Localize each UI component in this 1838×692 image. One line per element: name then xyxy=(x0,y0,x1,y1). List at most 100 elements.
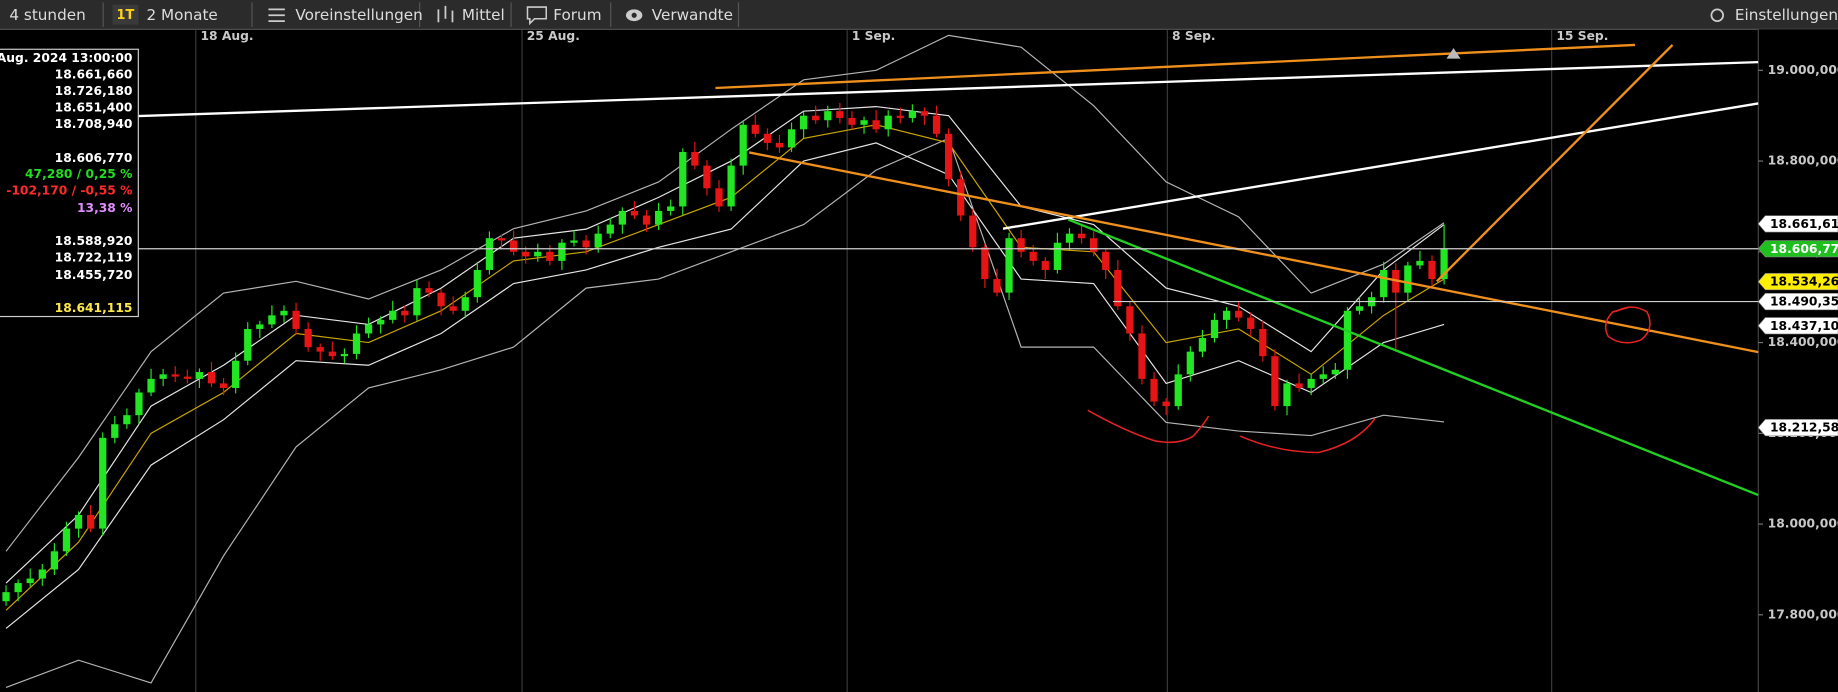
candle-body xyxy=(1343,310,1352,370)
y-tick-label: 18.400,000 xyxy=(1768,335,1838,349)
candle-body xyxy=(703,165,711,189)
candle-body xyxy=(74,515,83,529)
presets-button[interactable]: Voreinstellungen xyxy=(295,6,422,24)
candle-body xyxy=(425,288,433,293)
candle-body xyxy=(715,188,723,207)
price-level-label: 18.437,100 xyxy=(1770,319,1838,333)
candle-body xyxy=(630,210,639,216)
period-badge-label[interactable]: 1T xyxy=(117,8,135,23)
y-tick-label: 17.800,000 xyxy=(1768,607,1838,621)
trendline-layer xyxy=(0,43,1759,497)
price-level-label: 18.212,581 xyxy=(1770,421,1838,435)
candle-body xyxy=(159,374,167,379)
candle-body xyxy=(522,251,530,257)
info-line: 18.708,940 xyxy=(55,117,133,131)
indicator-line xyxy=(5,142,1445,629)
candle-body xyxy=(244,328,252,361)
candle-body xyxy=(848,117,856,125)
candle-body xyxy=(884,115,892,130)
range-button[interactable]: 2 Monate xyxy=(147,6,218,24)
candle-body xyxy=(860,120,868,125)
info-line: 18.651,400 xyxy=(55,100,133,114)
price-level-box xyxy=(1757,293,1838,311)
candle-body xyxy=(364,324,373,334)
price-level-label: 18.606,770 xyxy=(1770,242,1838,256)
candle-body xyxy=(1198,338,1207,352)
trendline xyxy=(0,60,1759,122)
candle-body xyxy=(183,376,191,379)
candle-body xyxy=(775,142,784,148)
candle-body xyxy=(1126,306,1134,334)
candle-body xyxy=(1065,233,1074,243)
timeframe-button[interactable]: 4 stunden xyxy=(9,6,85,24)
candle-body xyxy=(546,251,554,261)
candle-body xyxy=(413,288,421,316)
candle-body xyxy=(473,269,481,298)
candle-body xyxy=(1307,378,1315,388)
candle-body xyxy=(26,578,34,584)
candle-body xyxy=(292,310,300,329)
candle-body xyxy=(389,310,397,320)
candle-body xyxy=(896,115,904,118)
candle-body xyxy=(945,133,953,180)
candle-body xyxy=(207,372,216,384)
candle-body xyxy=(111,424,119,438)
candle-body xyxy=(1077,233,1086,239)
candle-body xyxy=(123,415,131,425)
candle-body xyxy=(1041,260,1049,270)
candle-body xyxy=(1428,260,1436,280)
y-tick-label: 19.000,000 xyxy=(1768,63,1838,77)
axis-layer: 17.800,00018.000,00018.200,00018.400,000… xyxy=(1757,63,1838,621)
presets-icon xyxy=(268,8,285,23)
related-button[interactable]: Verwandte xyxy=(652,6,733,24)
candle-body xyxy=(280,310,288,316)
trendline xyxy=(1067,218,1759,497)
period-badge[interactable] xyxy=(112,4,139,25)
candle-body xyxy=(594,233,602,248)
info-line: 18.606,770 xyxy=(55,151,133,165)
candle-body xyxy=(618,210,626,225)
info-line: 18.641,115 xyxy=(55,301,133,315)
candle-body xyxy=(268,315,276,325)
candle-body xyxy=(497,238,506,241)
grid-layer: 18 Aug. 25 Aug. 1 Sep. 8 Sep. 15 Sep. xyxy=(195,29,1608,692)
candle-body xyxy=(1331,369,1339,375)
forum-button[interactable]: Forum xyxy=(553,6,601,24)
candle-body xyxy=(135,392,143,416)
candle-body xyxy=(920,111,929,116)
candle-body xyxy=(195,372,204,379)
candle-body xyxy=(1271,356,1279,407)
y-tick-label: 18.000,000 xyxy=(1768,517,1838,531)
candle-body xyxy=(932,115,941,134)
candle-body xyxy=(14,583,22,593)
average-button[interactable]: Mittel xyxy=(462,6,505,24)
candle-body xyxy=(1440,248,1448,280)
candle-body xyxy=(1295,383,1303,388)
settings-button[interactable]: Einstellungen xyxy=(1735,6,1838,24)
candle-body xyxy=(171,374,179,377)
price-level-label: 18.534,265 xyxy=(1770,275,1838,289)
info-box-frame xyxy=(0,48,139,318)
y-tick-label: 18.800,000 xyxy=(1768,154,1838,168)
candle-body xyxy=(352,333,361,354)
info-box: 7 Aug. 2024 13:00:00 18.661,660 18.726,180… xyxy=(0,48,139,318)
price-level-box xyxy=(1757,240,1838,258)
price-level-box xyxy=(1757,215,1838,233)
x-tick-label: 25 Aug. xyxy=(527,29,580,43)
candle-body xyxy=(1150,378,1158,402)
trendline xyxy=(1002,102,1759,230)
candle-body xyxy=(1186,351,1194,375)
alert-marker xyxy=(1446,48,1461,59)
price-axis-bg xyxy=(1758,29,1838,692)
candle-body xyxy=(87,515,95,529)
candle-body xyxy=(1138,333,1146,379)
candle-body xyxy=(1416,260,1424,266)
candle-body xyxy=(304,328,312,348)
trendline xyxy=(749,151,1759,354)
candle-body xyxy=(727,165,735,207)
related-icon-pupil xyxy=(631,12,637,18)
candle-body xyxy=(219,383,228,388)
info-line: 18.455,720 xyxy=(55,268,133,282)
candle-body xyxy=(38,569,46,579)
candle-body xyxy=(401,310,409,316)
